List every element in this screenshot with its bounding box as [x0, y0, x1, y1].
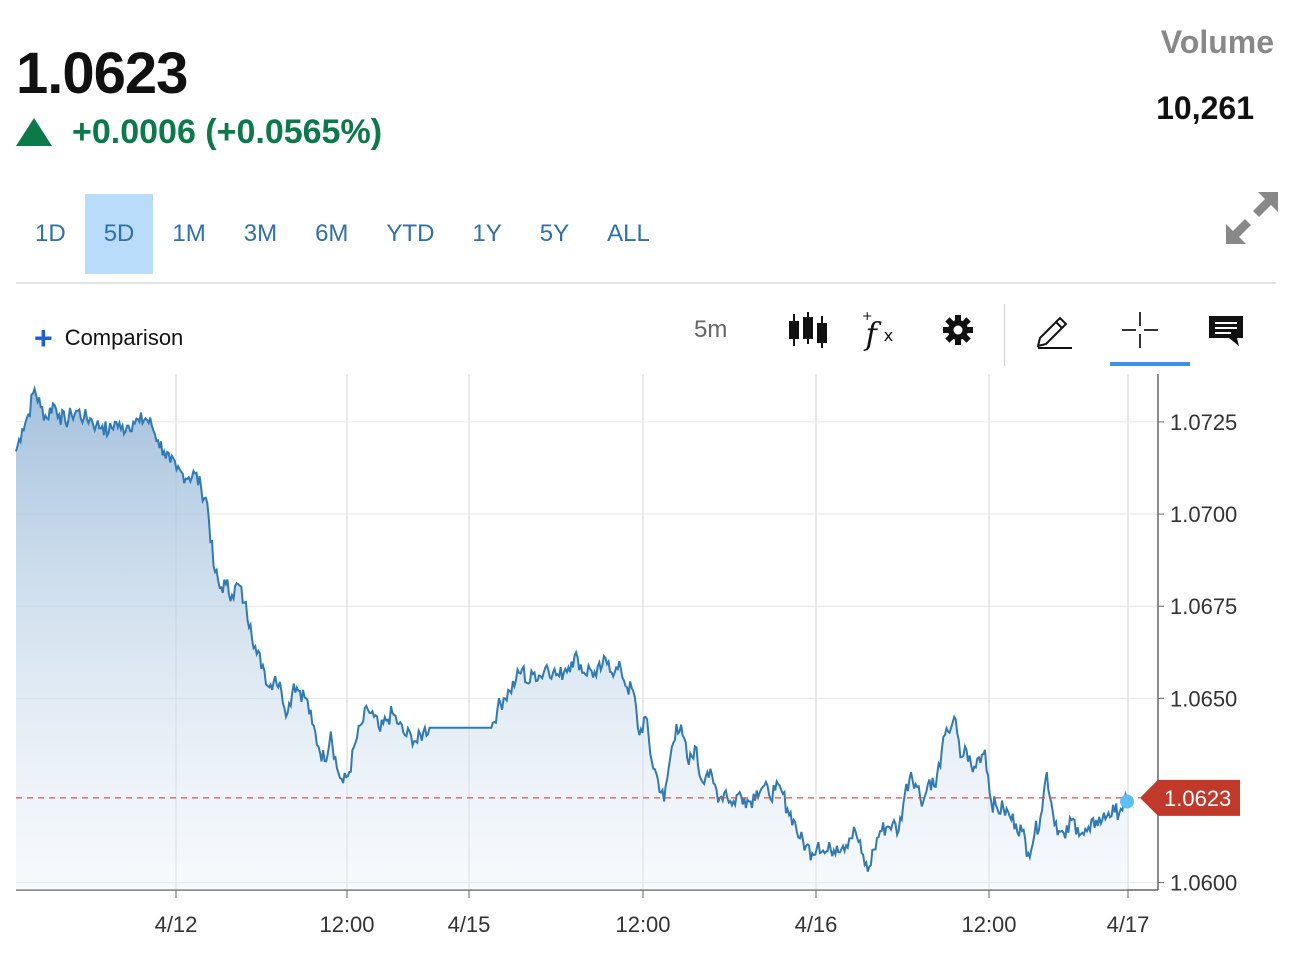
interval-selector[interactable]: 5m	[694, 316, 728, 343]
pencil-icon	[1036, 316, 1072, 349]
candlestick-button[interactable]	[788, 306, 828, 354]
x-tick-label: 4/12	[155, 912, 198, 937]
chart-axes: 1.0725 1.0700 1.0675 1.0650 1.0600 4/12 12:00 4…	[16, 374, 1237, 937]
range-5y[interactable]: 5Y	[539, 220, 570, 247]
candlestick-icon	[789, 312, 827, 348]
range-5d[interactable]: 5D	[84, 194, 154, 274]
active-tool-indicator	[1110, 362, 1190, 366]
y-tick-label: 1.0675	[1170, 594, 1237, 619]
toolbar-divider	[1004, 304, 1005, 366]
settings-button[interactable]	[938, 306, 978, 354]
price-area	[16, 388, 1127, 890]
crosshair-icon	[1122, 312, 1158, 348]
volume-value: 10,261	[1156, 90, 1254, 126]
y-tick-label: 1.0725	[1170, 410, 1237, 435]
y-tick-label: 1.0650	[1170, 686, 1237, 711]
expand-icon[interactable]	[1226, 192, 1278, 244]
range-ytd[interactable]: YTD	[386, 220, 435, 247]
up-arrow-icon	[16, 118, 52, 146]
function-fx-icon: + f x	[862, 308, 894, 352]
y-tick-label: 1.0700	[1170, 502, 1237, 527]
range-1y[interactable]: 1Y	[472, 220, 502, 247]
last-price-tag-label: 1.0623	[1164, 786, 1231, 811]
range-3m[interactable]: 3M	[243, 220, 278, 247]
y-tick-label: 1.0600	[1170, 871, 1237, 896]
svg-text:f: f	[863, 317, 881, 352]
crosshair-button[interactable]	[1120, 306, 1160, 354]
range-selector: 1D 5D 1M 3M 6M YTD 1Y 5Y ALL	[16, 194, 669, 274]
x-tick-label: 12:00	[615, 912, 670, 937]
x-tick-label: 4/17	[1107, 912, 1150, 937]
last-price: 1.0623	[16, 41, 188, 106]
svg-text:x: x	[884, 326, 894, 345]
svg-text:+: +	[862, 308, 873, 323]
last-price-dot	[1120, 794, 1134, 809]
range-6m[interactable]: 6M	[315, 220, 349, 247]
gear-icon	[943, 315, 973, 345]
price-change: +0.0006 (+0.0565%)	[16, 112, 382, 152]
x-tick-label: 4/15	[448, 912, 491, 937]
header-divider	[16, 282, 1276, 284]
comment-button[interactable]	[1206, 306, 1246, 354]
range-1m[interactable]: 1M	[172, 220, 206, 247]
draw-button[interactable]	[1034, 306, 1074, 354]
price-change-value: +0.0006 (+0.0565%)	[72, 112, 383, 151]
last-price-tag	[1140, 779, 1240, 816]
comparison-button[interactable]: + Comparison	[34, 320, 183, 356]
x-tick-label: 12:00	[319, 912, 374, 937]
plus-icon: +	[34, 320, 53, 356]
indicators-button[interactable]: + f x	[860, 306, 900, 354]
range-1d[interactable]: 1D	[35, 220, 66, 247]
comment-icon	[1209, 316, 1243, 346]
price-chart[interactable]: 1.0725 1.0700 1.0675 1.0650 1.0600 4/12 12:00 4…	[0, 370, 1306, 960]
x-tick-label: 4/16	[795, 912, 838, 937]
comparison-label: Comparison	[64, 325, 184, 350]
range-all[interactable]: ALL	[607, 220, 650, 247]
price-line	[15, 385, 1128, 872]
volume-label: Volume	[1160, 24, 1274, 60]
x-tick-label: 12:00	[961, 912, 1016, 937]
